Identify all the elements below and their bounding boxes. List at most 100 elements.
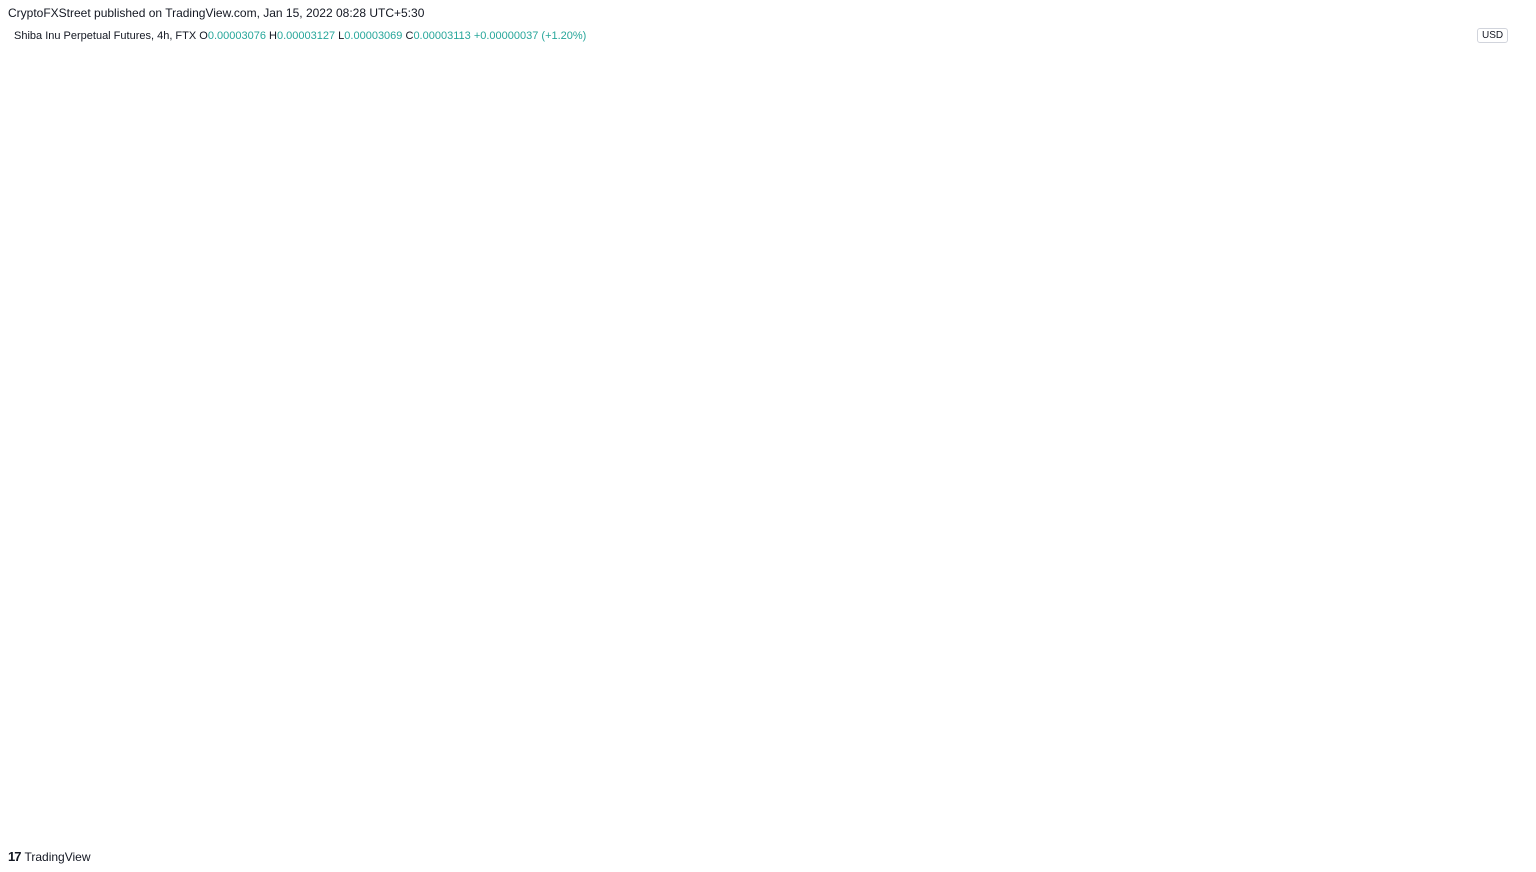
candle-body: [130, 411, 136, 429]
tradingview-logo-icon: 17: [8, 849, 22, 864]
candle-body: [900, 562, 906, 579]
price-tick-19: 0.00002300: [1464, 738, 1517, 749]
zone-daily-demand: [927, 555, 1454, 664]
channel-lower: [759, 557, 1007, 706]
candle-body: [35, 467, 41, 474]
candle-body: [416, 215, 422, 285]
fib-label-1: 0.5(0.00003409): [1076, 375, 1149, 386]
channel-upper: [759, 454, 1007, 603]
footer-brand[interactable]: 17 TradingView: [8, 849, 91, 864]
open-value: 0.00003076: [207, 30, 266, 42]
candle-body: [1038, 441, 1044, 455]
candle-body: [952, 604, 958, 608]
candle-body: [156, 372, 162, 389]
price-tick-11: 0.00003200: [1464, 444, 1517, 455]
candle-body: [217, 307, 223, 334]
currency-button[interactable]: USD: [1477, 28, 1509, 43]
candle-body: [883, 549, 889, 572]
candle-body: [104, 486, 110, 556]
candle-body: [563, 401, 569, 422]
candle-body: [545, 382, 551, 393]
candle-body: [666, 418, 672, 429]
double-top-label: Double Top: [280, 145, 346, 160]
candle-body: [822, 522, 828, 563]
candle-body: [969, 578, 975, 592]
candle-body: [286, 290, 292, 311]
candle-body: [692, 415, 698, 429]
candle-body: [701, 421, 707, 429]
time-tick-4: 29: [432, 826, 444, 837]
candle-body: [468, 333, 474, 350]
candle-body: [519, 388, 525, 402]
projection-path-mid: [1281, 333, 1363, 383]
candle-body: [528, 388, 534, 399]
candle-body: [736, 526, 742, 536]
candle-body: [277, 258, 283, 291]
last-price-tag-bg: [1456, 468, 1526, 495]
zone-supply-mid: [485, 352, 1068, 380]
candle-body: [615, 388, 621, 396]
candle-body: [891, 562, 897, 572]
candle-body: [424, 284, 430, 291]
level-tag-bg-2: [1456, 711, 1526, 726]
price-tick-18: 0.00002400: [1464, 705, 1517, 716]
candle-body: [355, 248, 361, 278]
candle-body: [372, 228, 378, 239]
double-top-circle-1: [219, 181, 271, 233]
candle-body: [1099, 464, 1105, 487]
candle-body: [320, 280, 326, 288]
time-tick-1: 22: [151, 826, 163, 837]
projection-path-down: [1107, 442, 1193, 593]
candle-body: [147, 388, 153, 425]
candle-body: [511, 392, 517, 402]
price-tick-12: 0.00003000: [1464, 509, 1517, 520]
candle-body: [744, 526, 750, 536]
candle-body: [1064, 506, 1070, 527]
price-tick-5: 0.00003800: [1464, 248, 1517, 259]
time-tick-7: 5: [716, 826, 722, 837]
candle-body: [848, 568, 854, 576]
close-value: 0.00003113: [413, 30, 471, 42]
price-tick-21: 0.00002100: [1464, 803, 1517, 814]
candle-body: [1004, 454, 1010, 546]
candle-body: [225, 280, 231, 308]
candle-body: [641, 388, 647, 399]
last-price-tag: 0.00003113: [1465, 472, 1518, 483]
candle-body: [814, 522, 820, 540]
candle-body: [294, 294, 300, 311]
price-tick-9: 0.00003400: [1464, 378, 1517, 389]
candle-body: [1056, 460, 1062, 507]
time-tick-2: 24: [232, 826, 244, 837]
low-label: L: [338, 30, 345, 42]
level-tag-1: 0.00003492: [1465, 348, 1518, 359]
candle-body: [658, 401, 664, 419]
candle-body: [450, 310, 456, 376]
candle-body: [312, 274, 318, 288]
candle-body: [857, 568, 863, 579]
candle-body: [649, 388, 655, 402]
time-tick-9: 10: [914, 826, 926, 837]
double-top-circle-2: [365, 181, 417, 233]
candle-body: [606, 392, 612, 396]
daily-demand-label: Daily Demand: [1209, 606, 1291, 621]
candle-body: [623, 385, 629, 389]
candle-body: [346, 277, 352, 291]
candle-body: [364, 228, 370, 249]
candle-body: [398, 222, 404, 239]
candle-body: [597, 385, 603, 393]
price-tick-0: 0.00004300: [1464, 84, 1517, 95]
candle-body: [796, 542, 802, 546]
price-tick-20: 0.00002200: [1464, 771, 1517, 782]
candle-body: [18, 457, 24, 465]
candle-body: [537, 392, 543, 399]
publisher-line: CryptoFXStreet published on TradingView.…: [8, 6, 425, 20]
candle-body: [762, 470, 768, 517]
candle-body: [632, 385, 638, 399]
candle-body: [234, 241, 240, 281]
candle-body: [995, 545, 1001, 566]
low-value: 0.00003069: [344, 30, 403, 42]
time-tick-11: 14: [1074, 826, 1086, 837]
price-tick-15: 0.00002700: [1464, 607, 1517, 618]
time-tick-12: 17: [1194, 826, 1206, 837]
